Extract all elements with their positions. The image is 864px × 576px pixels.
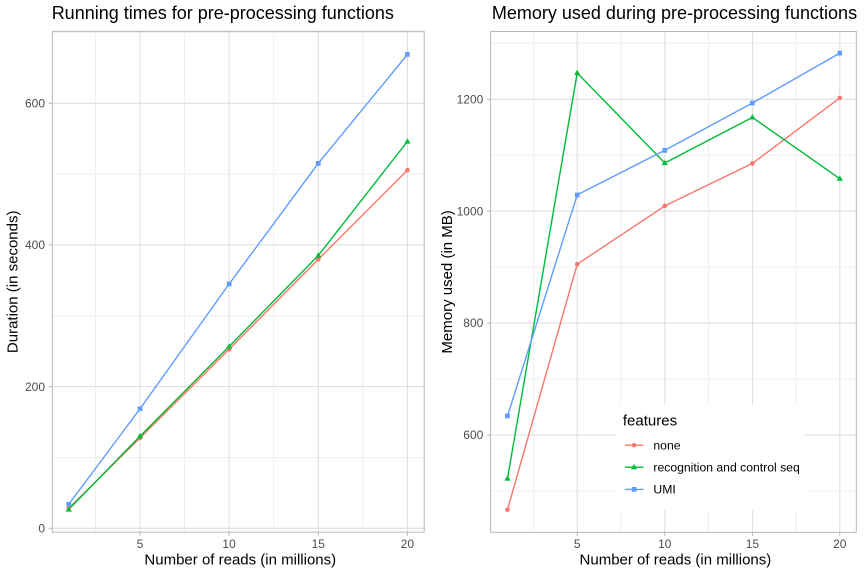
- svg-text:15: 15: [746, 537, 760, 551]
- svg-text:600: 600: [463, 428, 483, 442]
- svg-text:recognition and control seq: recognition and control seq: [653, 461, 799, 475]
- svg-text:400: 400: [25, 238, 45, 252]
- svg-text:800: 800: [463, 316, 483, 330]
- svg-text:10: 10: [222, 537, 236, 551]
- svg-text:Duration (in seconds): Duration (in seconds): [5, 211, 22, 354]
- svg-text:Number of reads (in millions): Number of reads (in millions): [580, 552, 772, 569]
- svg-text:features: features: [623, 413, 677, 430]
- svg-text:20: 20: [833, 537, 847, 551]
- svg-text:15: 15: [312, 537, 326, 551]
- svg-text:1200: 1200: [457, 92, 484, 106]
- svg-text:none: none: [653, 439, 680, 453]
- svg-text:10: 10: [658, 537, 672, 551]
- svg-text:1000: 1000: [457, 204, 484, 218]
- svg-text:UMI: UMI: [653, 483, 675, 497]
- svg-text:600: 600: [25, 96, 45, 110]
- svg-text:Number of reads (in millions): Number of reads (in millions): [144, 552, 336, 569]
- svg-text:5: 5: [137, 537, 144, 551]
- svg-text:Memory used (in MB): Memory used (in MB): [439, 210, 456, 353]
- svg-text:Memory used during pre-process: Memory used during pre-processing functi…: [492, 3, 857, 23]
- svg-text:200: 200: [25, 380, 45, 394]
- svg-text:20: 20: [401, 537, 415, 551]
- svg-text:0: 0: [38, 522, 45, 536]
- svg-text:Running times for pre-processi: Running times for pre-processing functio…: [52, 3, 394, 23]
- svg-text:5: 5: [574, 537, 581, 551]
